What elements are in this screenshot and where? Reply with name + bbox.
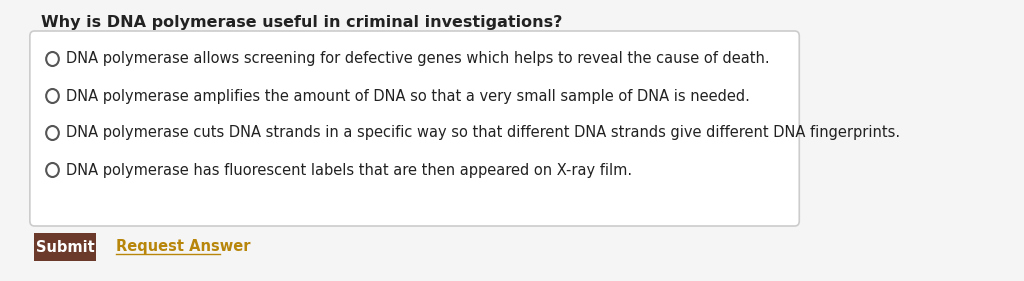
Text: Request Answer: Request Answer — [116, 239, 250, 255]
Text: DNA polymerase has fluorescent labels that are then appeared on X-ray film.: DNA polymerase has fluorescent labels th… — [67, 162, 632, 178]
Text: Submit: Submit — [36, 239, 94, 255]
Text: DNA polymerase allows screening for defective genes which helps to reveal the ca: DNA polymerase allows screening for defe… — [67, 51, 770, 67]
FancyBboxPatch shape — [30, 31, 800, 226]
Text: Why is DNA polymerase useful in criminal investigations?: Why is DNA polymerase useful in criminal… — [41, 15, 562, 31]
Text: DNA polymerase cuts DNA strands in a specific way so that different DNA strands : DNA polymerase cuts DNA strands in a spe… — [67, 126, 900, 140]
FancyBboxPatch shape — [35, 233, 96, 261]
Text: DNA polymerase amplifies the amount of DNA so that a very small sample of DNA is: DNA polymerase amplifies the amount of D… — [67, 89, 750, 103]
